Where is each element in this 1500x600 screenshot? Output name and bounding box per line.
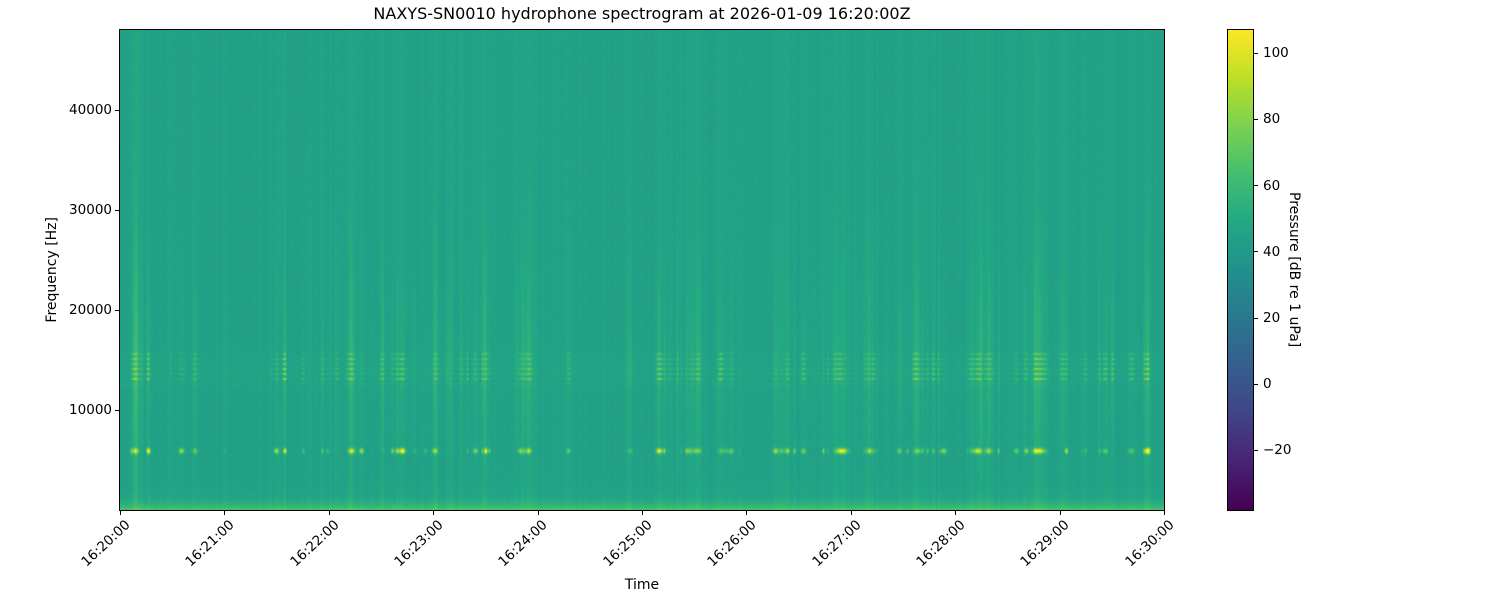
x-tick-label: 16:27:00: [808, 517, 865, 571]
colorbar-tick-label: −20: [1263, 442, 1292, 459]
colorbar-tick-label: 80: [1263, 111, 1281, 128]
colorbar-tick-mark: [1254, 317, 1258, 319]
y-tick-mark: [115, 109, 119, 111]
x-tick-mark: [224, 511, 226, 515]
chart-title: NAXYS-SN0010 hydrophone spectrogram at 2…: [373, 4, 911, 23]
colorbar-tick-mark: [1254, 251, 1258, 253]
y-tick-label: 40000: [69, 102, 112, 118]
y-tick-label: 10000: [69, 402, 112, 418]
spectrogram-canvas: [120, 30, 1164, 510]
colorbar-tick-label: 100: [1263, 45, 1289, 62]
x-tick-mark: [746, 511, 748, 515]
x-tick-mark: [1164, 511, 1165, 515]
colorbar-tick-label: 40: [1263, 243, 1281, 260]
x-tick-label: 16:22:00: [286, 517, 343, 571]
colorbar-label-wrap: Pressure [dB re 1 uPa]: [1284, 30, 1304, 510]
colorbar-label: Pressure [dB re 1 uPa]: [1286, 192, 1302, 348]
x-tick-mark: [537, 511, 539, 515]
colorbar-tick-mark: [1254, 118, 1258, 120]
colorbar-tick-mark: [1254, 185, 1258, 187]
y-tick-mark: [115, 309, 119, 311]
x-tick-mark: [642, 511, 643, 515]
plot-area: [119, 29, 1165, 511]
y-tick-label: 30000: [69, 202, 112, 218]
x-tick-label: 16:30:00: [1122, 517, 1178, 571]
x-tick-label: 16:24:00: [495, 517, 552, 571]
x-tick-mark: [433, 511, 435, 515]
x-tick-mark: [955, 511, 957, 515]
colorbar-tick-mark: [1254, 52, 1258, 54]
y-tick-label: 20000: [69, 302, 112, 318]
x-tick-mark: [328, 511, 330, 515]
colorbar-tick-label: 0: [1263, 376, 1272, 393]
x-tick-mark: [1059, 511, 1061, 515]
x-tick-label: 16:28:00: [913, 517, 969, 571]
x-tick-label: 16:20:00: [78, 517, 134, 571]
x-axis-label: Time: [624, 577, 660, 593]
x-tick-mark: [850, 511, 852, 515]
x-tick-label: 16:25:00: [600, 517, 656, 571]
x-tick-label: 16:26:00: [704, 517, 760, 571]
y-tick-mark: [115, 409, 119, 411]
colorbar-tick-mark: [1254, 383, 1258, 385]
colorbar-tick-label: 20: [1263, 310, 1281, 326]
x-tick-mark: [120, 511, 121, 515]
x-tick-label: 16:21:00: [182, 517, 238, 571]
colorbar-canvas: [1228, 30, 1253, 510]
colorbar-tick-mark: [1254, 449, 1258, 451]
colorbar-tick-label: 60: [1263, 177, 1281, 194]
x-tick-label: 16:23:00: [391, 517, 447, 571]
x-tick-label: 16:29:00: [1017, 517, 1074, 571]
colorbar: [1227, 29, 1254, 511]
y-tick-mark: [115, 209, 119, 211]
